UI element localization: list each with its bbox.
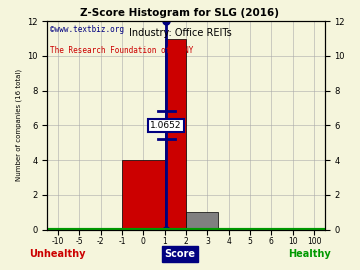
Text: Healthy: Healthy — [288, 249, 331, 259]
Text: 1.0652: 1.0652 — [150, 121, 182, 130]
Bar — [165, 39, 186, 230]
Text: The Research Foundation of SUNY: The Research Foundation of SUNY — [50, 46, 193, 55]
Text: Industry: Office REITs: Industry: Office REITs — [129, 28, 231, 38]
Bar — [186, 212, 218, 230]
Text: Score: Score — [165, 249, 195, 259]
Text: ©www.textbiz.org: ©www.textbiz.org — [50, 25, 124, 34]
Text: Unhealthy: Unhealthy — [29, 249, 85, 259]
Bar — [122, 160, 165, 230]
Y-axis label: Number of companies (16 total): Number of companies (16 total) — [15, 69, 22, 181]
Text: Z-Score Histogram for SLG (2016): Z-Score Histogram for SLG (2016) — [81, 8, 279, 18]
